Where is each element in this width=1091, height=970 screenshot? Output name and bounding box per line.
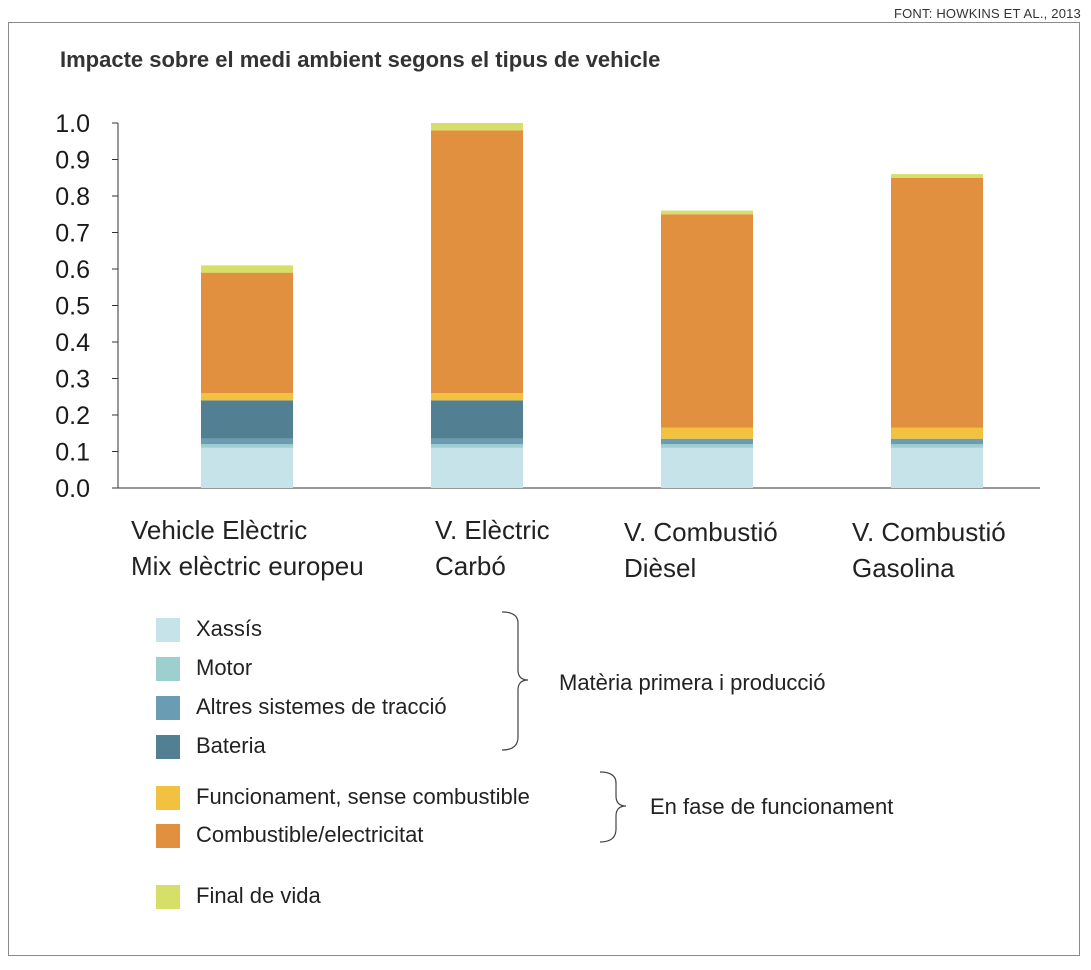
y-tick-label: 0.0 <box>55 475 90 503</box>
x-category-label-line: Gasolina <box>852 553 955 583</box>
legend-label: Altres sistemes de tracció <box>196 694 447 719</box>
bar-segment <box>431 130 523 394</box>
legend-brace <box>599 771 627 843</box>
x-category-label-line: Vehicle Elèctric <box>131 515 308 545</box>
y-tick-label: 1.0 <box>55 110 90 138</box>
bar-segment <box>661 427 753 439</box>
bar-segment <box>431 400 523 439</box>
legend-label: Xassís <box>196 616 263 641</box>
bar-segment <box>201 447 293 488</box>
x-category-label-line: Dièsel <box>624 553 697 583</box>
x-category-label-line: V. Combustió <box>624 517 778 547</box>
bar-segment <box>431 393 523 401</box>
chart-title: Impacte sobre el medi ambient segons el … <box>60 47 661 72</box>
legend-group-label: Matèria primera i producció <box>559 670 826 695</box>
x-category-label-line: Carbó <box>435 551 506 581</box>
bar-segment <box>201 444 293 448</box>
legend-swatch <box>156 618 180 642</box>
bar-segment <box>891 447 983 488</box>
legend-swatch <box>156 696 180 720</box>
y-tick-label: 0.3 <box>55 366 90 394</box>
legend-brace <box>501 611 529 751</box>
source-credit: FONT: HOWKINS ET AL., 2013 <box>893 6 1081 21</box>
chart-frame <box>8 22 1080 956</box>
bar-segment <box>201 400 293 439</box>
y-tick-label: 0.5 <box>55 293 90 321</box>
y-tick-label: 0.1 <box>55 439 90 467</box>
legend-label: Bateria <box>196 733 266 758</box>
bar-segment <box>891 177 983 428</box>
y-tick-label: 0.4 <box>55 329 90 357</box>
x-category-label: V. Combustió Dièsel <box>624 514 778 586</box>
legend-swatch <box>156 885 180 909</box>
bar-segment <box>201 393 293 401</box>
legend-label: Motor <box>196 655 253 680</box>
bar-segment <box>661 444 753 448</box>
bar-segment <box>201 438 293 445</box>
legend-label: Final de vida <box>196 883 321 908</box>
legend-label: Combustible/electricitat <box>196 822 424 847</box>
y-tick-label: 0.8 <box>55 183 90 211</box>
y-tick-label: 0.7 <box>55 220 90 248</box>
bar-segment <box>201 272 293 394</box>
bar-segment <box>431 447 523 488</box>
x-category-label-line: Mix elèctric europeu <box>131 551 364 581</box>
bar-segment <box>431 123 523 131</box>
legend-group-label: En fase de funcionament <box>650 794 894 819</box>
bar-segment <box>891 174 983 178</box>
x-category-label: V. Combustió Gasolina <box>852 514 1006 586</box>
y-tick-label: 0.9 <box>55 147 90 175</box>
bar-segment <box>661 214 753 428</box>
bar-segment <box>201 265 293 273</box>
x-category-label-line: V. Elèctric <box>435 515 550 545</box>
x-category-label: Vehicle Elèctric Mix elèctric europeu <box>131 512 364 584</box>
legend-label: Funcionament, sense combustible <box>196 784 530 809</box>
bar-segment <box>431 444 523 448</box>
bar-segment <box>891 444 983 448</box>
bar-segment <box>891 438 983 445</box>
bar-segment <box>431 438 523 445</box>
legend-swatch <box>156 786 180 810</box>
bar-segment <box>661 438 753 445</box>
legend-swatch <box>156 824 180 848</box>
bar-segment <box>661 447 753 488</box>
x-category-label-line: V. Combustió <box>852 517 1006 547</box>
x-category-label: V. Elèctric Carbó <box>435 512 550 584</box>
bar-segment <box>661 210 753 215</box>
bar-segment <box>891 427 983 439</box>
y-tick-label: 0.6 <box>55 256 90 284</box>
y-tick-label: 0.2 <box>55 402 90 430</box>
legend-swatch <box>156 735 180 759</box>
legend-swatch <box>156 657 180 681</box>
